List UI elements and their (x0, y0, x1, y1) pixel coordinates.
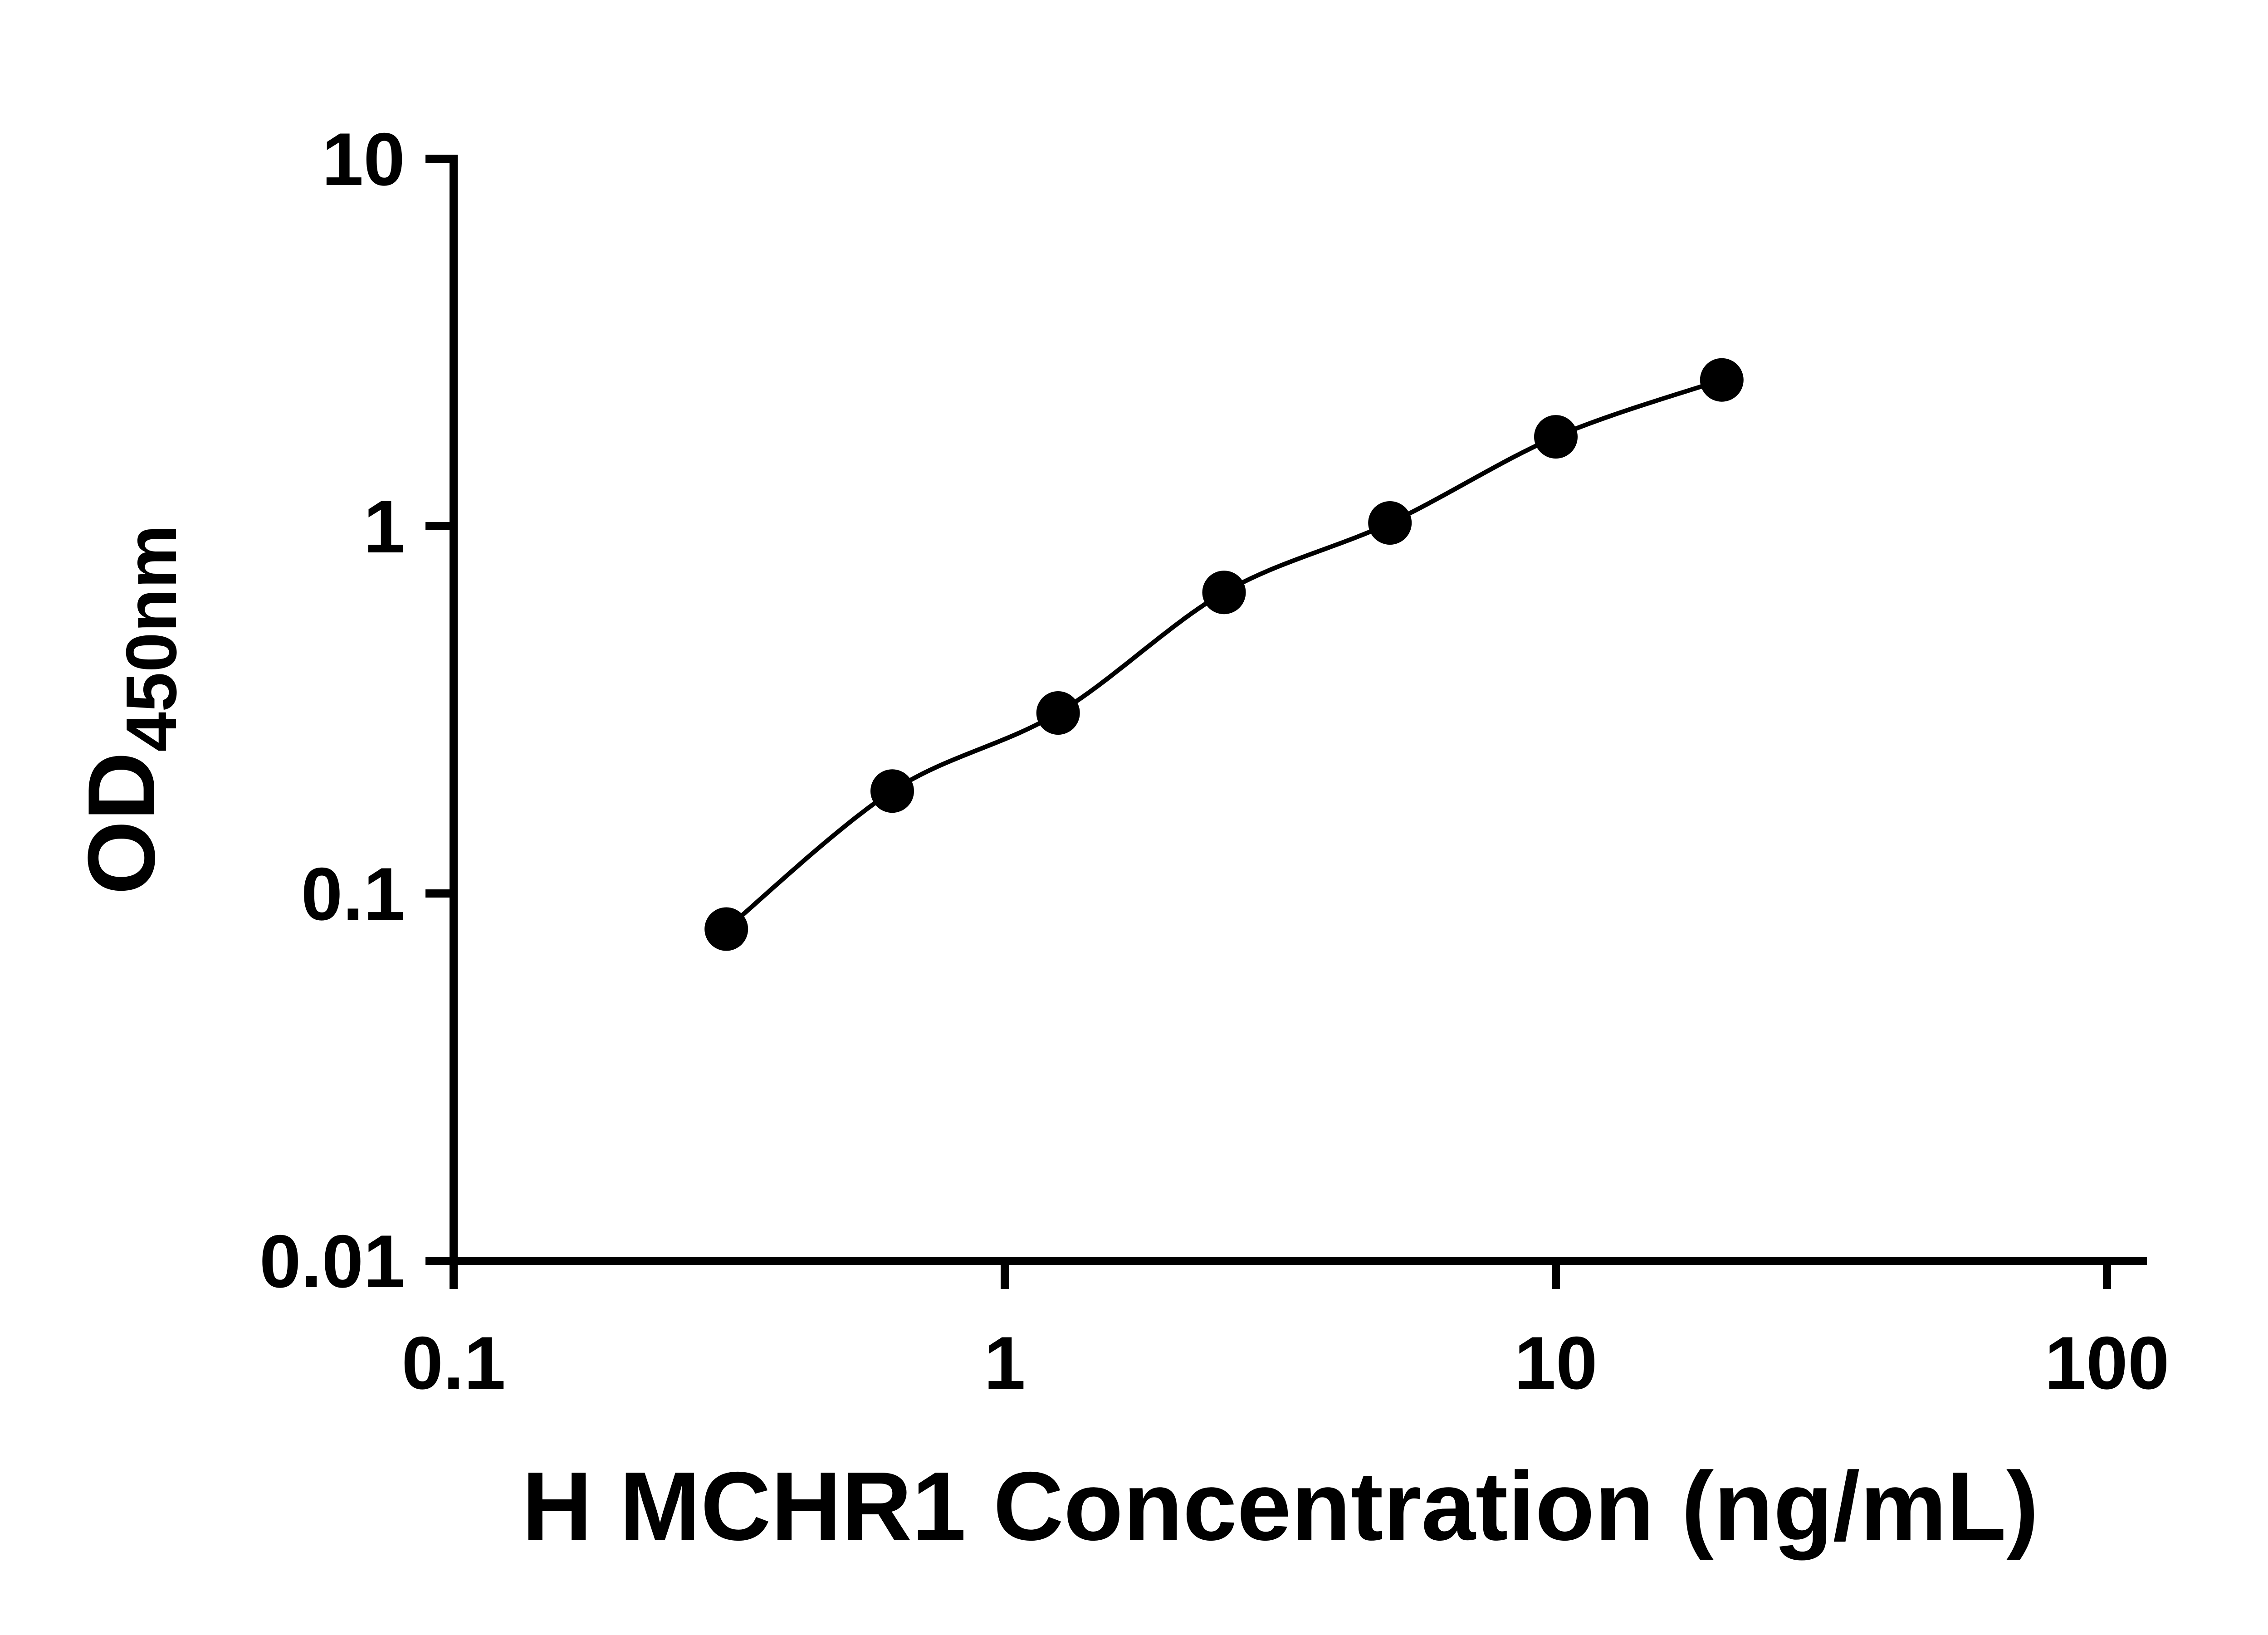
y-axis-title: OD450nm (68, 525, 191, 895)
y-tick-label: 0.1 (301, 852, 405, 936)
data-point (870, 769, 914, 813)
data-point (1700, 358, 1744, 402)
data-point (1534, 415, 1578, 459)
x-tick-label: 100 (2044, 1321, 2169, 1405)
x-axis: 0.1 1 10 100 (401, 1261, 2170, 1405)
data-point (1036, 691, 1080, 735)
data-point (1368, 501, 1412, 545)
x-tick-label: 0.1 (401, 1321, 505, 1405)
axis-lines (450, 155, 2147, 1265)
y-axis-title-subscript: 450nm (112, 525, 191, 752)
x-tick-label: 1 (984, 1321, 1026, 1405)
y-axis: 10 1 0.1 0.01 (259, 117, 454, 1303)
y-tick-label: 10 (322, 117, 405, 201)
data-point (704, 907, 748, 951)
x-tick-label: 10 (1514, 1321, 1598, 1405)
y-tick-label: 0.01 (259, 1220, 405, 1303)
y-axis-title-main: OD (68, 752, 175, 895)
x-axis-title: H MCHR1 Concentration (ng/mL) (522, 1451, 2038, 1561)
y-tick-label: 1 (363, 485, 405, 568)
curve-line (725, 377, 1723, 931)
data-points (704, 358, 1744, 951)
data-point (1202, 571, 1246, 615)
axes (450, 155, 2147, 1265)
